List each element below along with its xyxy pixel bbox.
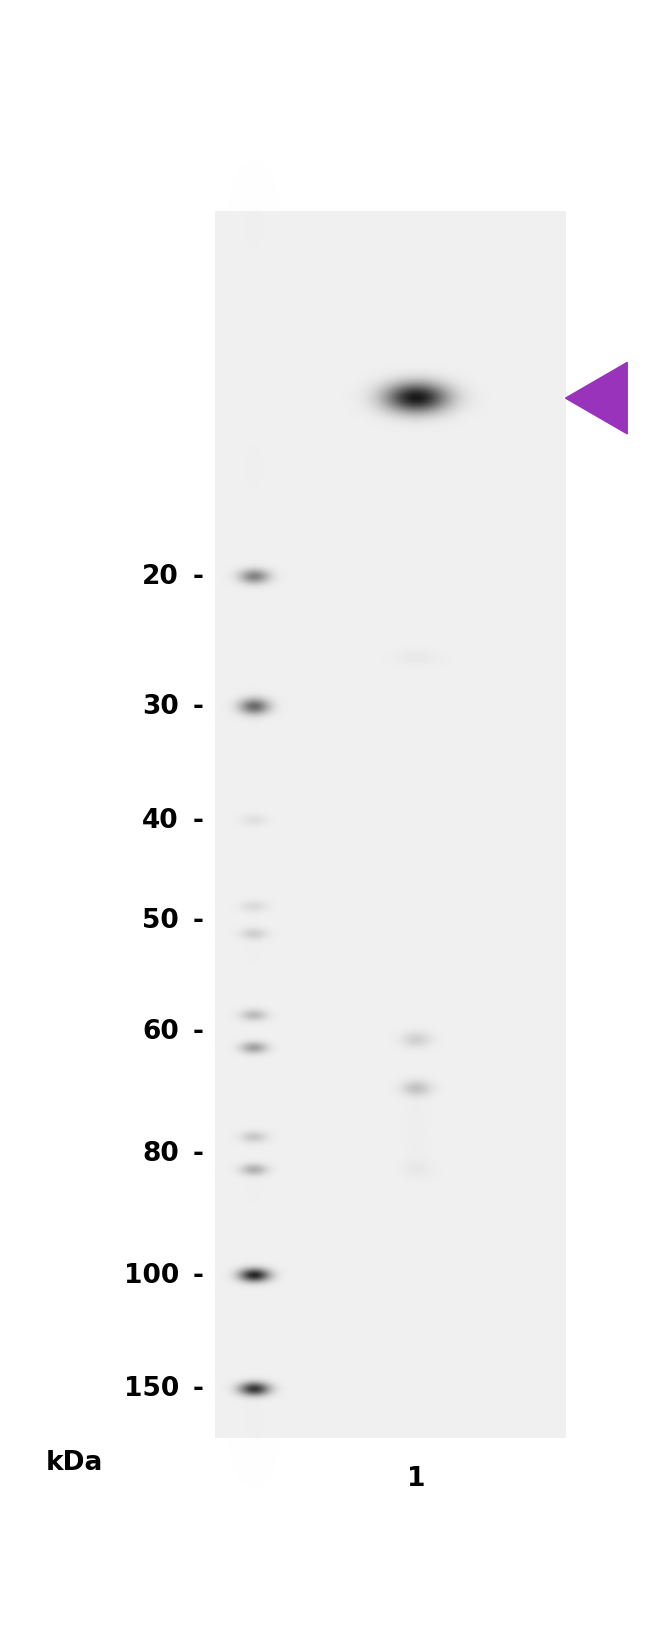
Text: 80: 80 <box>142 1141 179 1167</box>
Text: -: - <box>193 808 203 834</box>
Text: -: - <box>193 694 203 720</box>
Text: -: - <box>193 564 203 590</box>
Text: 50: 50 <box>142 908 179 934</box>
Polygon shape <box>566 362 627 434</box>
Text: 20: 20 <box>142 564 179 590</box>
Text: -: - <box>193 908 203 934</box>
Text: 60: 60 <box>142 1019 179 1045</box>
Text: 1: 1 <box>407 1466 425 1492</box>
Text: -: - <box>193 1376 203 1402</box>
Text: -: - <box>193 1263 203 1289</box>
Text: 30: 30 <box>142 694 179 720</box>
Text: 150: 150 <box>124 1376 179 1402</box>
Text: 40: 40 <box>142 808 179 834</box>
Text: -: - <box>193 1141 203 1167</box>
Text: -: - <box>193 1019 203 1045</box>
Text: kDa: kDa <box>46 1450 103 1476</box>
Bar <box>214 211 566 1438</box>
Text: 100: 100 <box>124 1263 179 1289</box>
